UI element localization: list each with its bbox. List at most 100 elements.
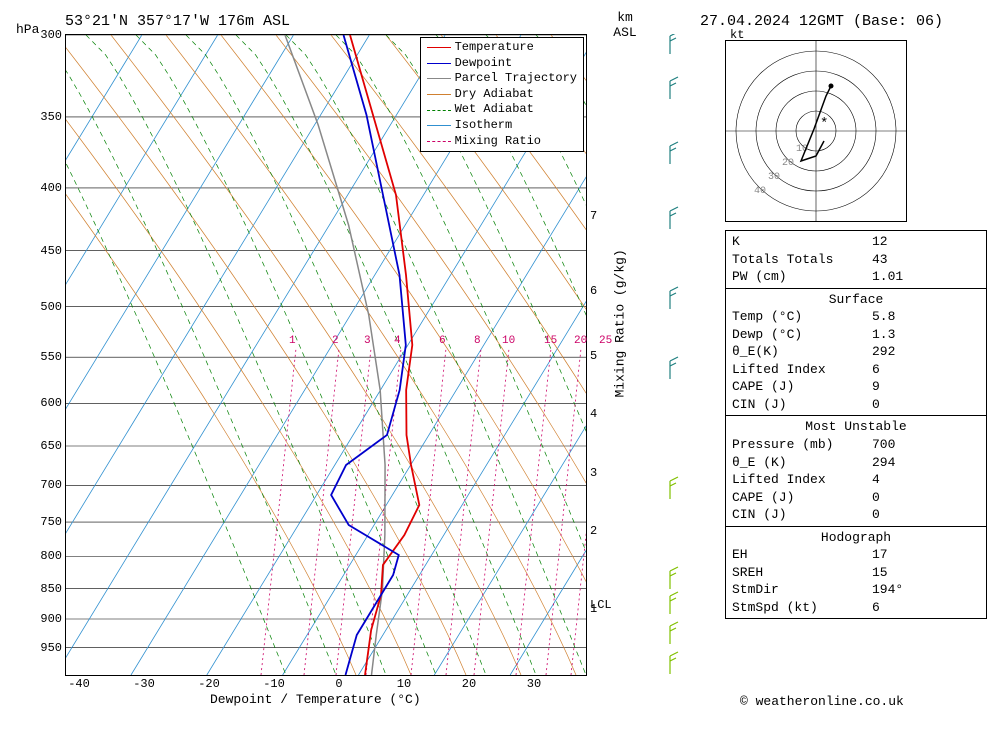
indices-row: CIN (J)0 <box>732 506 980 524</box>
legend-label: Parcel Trajectory <box>455 71 577 87</box>
legend-swatch <box>427 125 451 126</box>
ytick: 900 <box>40 612 66 626</box>
indices-row: θ_E (K)294 <box>732 454 980 472</box>
copyright-text: © weatheronline.co.uk <box>740 694 904 709</box>
xtick: 10 <box>397 675 411 691</box>
mixing-ratio-label: 6 <box>439 335 446 347</box>
legend-item: Isotherm <box>427 118 577 134</box>
indices-key: Temp (°C) <box>732 308 872 326</box>
mixing-ratio-label: 2 <box>332 335 339 347</box>
legend-swatch <box>427 63 451 64</box>
legend-item: Dewpoint <box>427 56 577 72</box>
hodograph-svg: 10203040* <box>726 41 906 221</box>
indices-value: 4 <box>872 471 980 489</box>
legend-label: Mixing Ratio <box>455 134 541 150</box>
indices-row: Totals Totals43 <box>732 251 980 269</box>
indices-row: θ_E(K)292 <box>732 343 980 361</box>
indices-block-header: Surface <box>732 291 980 309</box>
legend-item: Wet Adiabat <box>427 102 577 118</box>
ytick: 650 <box>40 439 66 453</box>
indices-value: 6 <box>872 599 980 617</box>
indices-row: StmSpd (kt)6 <box>732 599 980 617</box>
indices-value: 1.01 <box>872 268 980 286</box>
ytick: 450 <box>40 244 66 258</box>
indices-value: 6 <box>872 361 980 379</box>
y2tick: 6 <box>586 284 597 298</box>
y2axis-title: Mixing Ratio (g/kg) <box>613 249 628 397</box>
legend-swatch <box>427 94 451 95</box>
indices-key: θ_E (K) <box>732 454 872 472</box>
indices-row: PW (cm)1.01 <box>732 268 980 286</box>
indices-key: Dewp (°C) <box>732 326 872 344</box>
indices-block-header: Hodograph <box>732 529 980 547</box>
indices-value: 700 <box>872 436 980 454</box>
indices-block-header: Most Unstable <box>732 418 980 436</box>
svg-text:*: * <box>820 116 828 132</box>
indices-key: Lifted Index <box>732 361 872 379</box>
xtick: -10 <box>263 675 285 691</box>
legend-item: Dry Adiabat <box>427 87 577 103</box>
indices-block: K12Totals Totals43PW (cm)1.01 <box>726 231 986 289</box>
indices-value: 1.3 <box>872 326 980 344</box>
indices-key: CAPE (J) <box>732 489 872 507</box>
ytick: 400 <box>40 181 66 195</box>
indices-value: 0 <box>872 396 980 414</box>
ytick: 350 <box>40 110 66 124</box>
indices-key: K <box>732 233 872 251</box>
y2tick: 3 <box>586 466 597 480</box>
indices-block: Most UnstablePressure (mb)700θ_E (K)294L… <box>726 416 986 526</box>
indices-key: PW (cm) <box>732 268 872 286</box>
location-title: 53°21'N 357°17'W 176m ASL <box>65 13 290 30</box>
xtick: 0 <box>335 675 342 691</box>
indices-key: Lifted Index <box>732 471 872 489</box>
indices-row: Dewp (°C)1.3 <box>732 326 980 344</box>
hodograph-plot: 10203040* <box>725 40 907 222</box>
indices-key: CIN (J) <box>732 506 872 524</box>
indices-value: 0 <box>872 506 980 524</box>
xaxis-label: Dewpoint / Temperature (°C) <box>210 692 421 707</box>
svg-text:30: 30 <box>768 172 780 183</box>
xtick: 20 <box>462 675 476 691</box>
indices-key: CIN (J) <box>732 396 872 414</box>
ytick: 750 <box>40 515 66 529</box>
mixing-ratio-label: 25 <box>599 335 612 347</box>
y2tick: 7 <box>586 209 597 223</box>
indices-row: CAPE (J)9 <box>732 378 980 396</box>
ytick: 500 <box>40 300 66 314</box>
indices-row: EH17 <box>732 546 980 564</box>
indices-key: Totals Totals <box>732 251 872 269</box>
legend-item: Temperature <box>427 40 577 56</box>
legend-box: TemperatureDewpointParcel TrajectoryDry … <box>420 37 584 152</box>
y2axis-label: kmASL <box>600 10 650 40</box>
mixing-ratio-label: 1 <box>289 335 296 347</box>
mixing-ratio-label: 10 <box>502 335 515 347</box>
legend-label: Wet Adiabat <box>455 102 534 118</box>
y2tick: 2 <box>586 524 597 538</box>
indices-row: Temp (°C)5.8 <box>732 308 980 326</box>
indices-key: SREH <box>732 564 872 582</box>
ytick: 800 <box>40 549 66 563</box>
ytick: 850 <box>40 582 66 596</box>
legend-item: Mixing Ratio <box>427 134 577 150</box>
legend-swatch <box>427 47 451 48</box>
ytick: 300 <box>40 28 66 42</box>
svg-text:40: 40 <box>754 186 766 197</box>
skewt-diagram-container: 53°21'N 357°17'W 176m ASL 27.04.2024 12G… <box>10 10 990 720</box>
legend-label: Dry Adiabat <box>455 87 534 103</box>
mixing-ratio-label: 15 <box>544 335 557 347</box>
indices-key: StmSpd (kt) <box>732 599 872 617</box>
barb-svg <box>660 34 690 674</box>
legend-swatch <box>427 78 451 79</box>
y2tick: 5 <box>586 349 597 363</box>
mixing-ratio-label: 8 <box>474 335 481 347</box>
xtick: -30 <box>133 675 155 691</box>
indices-value: 43 <box>872 251 980 269</box>
ytick: 700 <box>40 478 66 492</box>
legend-swatch <box>427 141 451 142</box>
indices-block: SurfaceTemp (°C)5.8Dewp (°C)1.3θ_E(K)292… <box>726 289 986 417</box>
indices-panel: K12Totals Totals43PW (cm)1.01SurfaceTemp… <box>725 230 987 619</box>
legend-item: Parcel Trajectory <box>427 71 577 87</box>
indices-row: Lifted Index4 <box>732 471 980 489</box>
indices-key: CAPE (J) <box>732 378 872 396</box>
legend-label: Temperature <box>455 40 534 56</box>
